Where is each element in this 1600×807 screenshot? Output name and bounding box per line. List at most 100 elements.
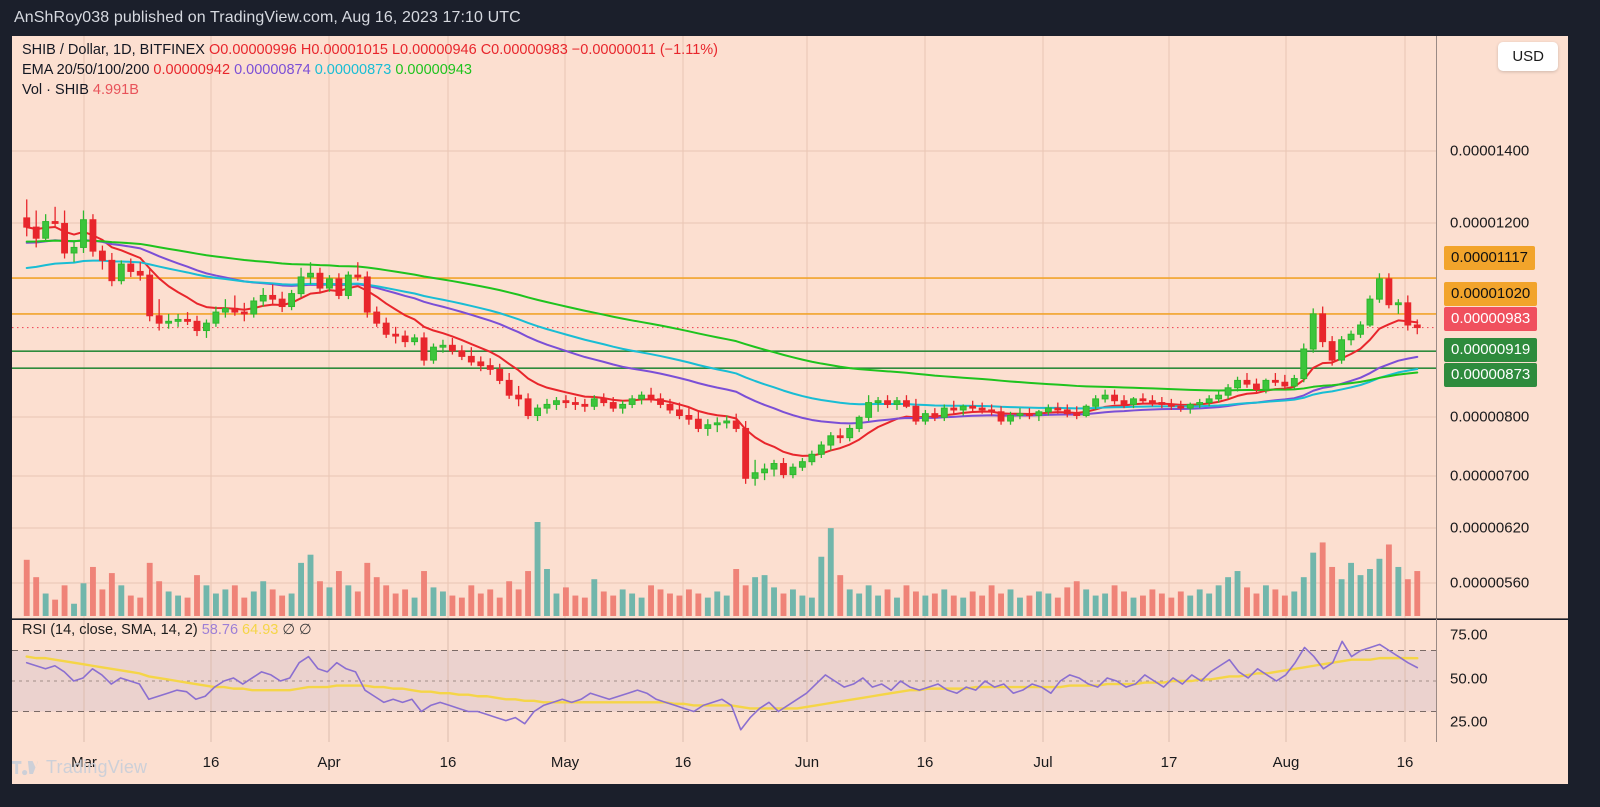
volume-bar bbox=[1215, 585, 1222, 616]
candle-body bbox=[326, 278, 333, 289]
candle-body bbox=[657, 398, 664, 405]
candle-body bbox=[420, 337, 428, 361]
volume-bar bbox=[846, 589, 853, 616]
candle-body bbox=[1328, 341, 1336, 361]
volume-bar bbox=[544, 569, 550, 616]
price-tick-1: 0.00001200 bbox=[1450, 214, 1530, 232]
volume-bar bbox=[184, 597, 191, 616]
price-tag-red-2[interactable]: 0.00000983 bbox=[1444, 307, 1538, 331]
candle-body bbox=[401, 335, 409, 343]
rsi-pane[interactable]: RSI (14, close, SMA, 14, 2) 58.76 64.93 … bbox=[12, 620, 1436, 742]
candle-body bbox=[1319, 313, 1327, 343]
currency-badge[interactable]: USD bbox=[1498, 42, 1558, 71]
volume-bar bbox=[922, 595, 929, 616]
volume-bar bbox=[865, 585, 872, 616]
candle-body bbox=[477, 361, 485, 367]
volume-bar bbox=[629, 593, 636, 616]
candle-body bbox=[685, 415, 693, 420]
candle-body bbox=[732, 420, 740, 429]
volume-bar bbox=[600, 591, 607, 616]
price-pane[interactable]: SHIB / Dollar, 1D, BITFINEX O0.00000996 … bbox=[12, 36, 1436, 618]
volume-bar bbox=[1177, 591, 1184, 616]
price-tag-orange-0[interactable]: 0.00001117 bbox=[1444, 246, 1536, 270]
volume-bar bbox=[1017, 597, 1023, 616]
pane-separator bbox=[12, 618, 1568, 619]
volume-bar bbox=[1348, 562, 1354, 616]
candle-body bbox=[836, 435, 844, 439]
volume-bar bbox=[1338, 579, 1345, 616]
rsi-line bbox=[25, 640, 1419, 731]
volume-bar bbox=[1196, 589, 1203, 616]
volume-bar bbox=[1158, 593, 1165, 616]
candle-body bbox=[458, 350, 466, 357]
volume-bar bbox=[1244, 587, 1250, 616]
candle-body bbox=[761, 468, 768, 474]
price-axis[interactable]: USD 0.00001400 0.00001200 0.00000800 0.0000… bbox=[1436, 36, 1568, 618]
candle-body bbox=[789, 466, 797, 476]
candle-body bbox=[1262, 379, 1270, 391]
tradingview-logo-icon bbox=[12, 759, 38, 776]
candle-body bbox=[694, 418, 702, 429]
legend-symbol: SHIB / Dollar, 1D, BITFINEX bbox=[22, 42, 205, 58]
volume-bar bbox=[1376, 558, 1383, 616]
volume-bar bbox=[941, 589, 948, 616]
candle-body bbox=[1063, 409, 1071, 415]
candle-body bbox=[165, 320, 173, 324]
candle-body bbox=[988, 409, 996, 413]
time-label-1: 16 bbox=[202, 754, 220, 771]
rsi-axis[interactable]: 75.00 50.00 25.00 bbox=[1436, 620, 1568, 742]
volume-bar bbox=[1225, 577, 1232, 616]
volume-bar bbox=[345, 585, 352, 616]
volume-bar bbox=[298, 562, 304, 616]
price-tag-orange-1[interactable]: 0.00001020 bbox=[1444, 282, 1538, 306]
volume-bar bbox=[1111, 585, 1118, 616]
legend-ema20: 0.00000942 bbox=[153, 62, 231, 78]
volume-bar bbox=[931, 593, 938, 616]
candle-body bbox=[212, 311, 220, 324]
candle-body bbox=[1120, 400, 1128, 405]
volume-bar bbox=[837, 575, 844, 616]
rsi-legend: RSI (14, close, SMA, 14, 2) 58.76 64.93 … bbox=[22, 622, 312, 638]
candle-body bbox=[269, 294, 277, 300]
volume-bar bbox=[723, 595, 730, 616]
volume-bar bbox=[742, 585, 749, 616]
candle-body bbox=[1347, 333, 1355, 341]
volume-bar bbox=[468, 585, 475, 616]
price-tag-green-4[interactable]: 0.00000873 bbox=[1444, 363, 1538, 387]
volume-bar bbox=[383, 585, 390, 616]
legend-ohlc-row: SHIB / Dollar, 1D, BITFINEX O0.00000996 … bbox=[22, 40, 718, 60]
time-axis[interactable]: Mar 16 Apr 16 May 16 Jun 16 Jul 17 Aug 16 bbox=[12, 742, 1568, 784]
ema-200-line bbox=[25, 239, 1419, 392]
legend-ema50: 0.00000874 bbox=[234, 62, 311, 78]
candle-body bbox=[1404, 302, 1412, 326]
candle-body bbox=[609, 402, 617, 409]
volume-bar bbox=[780, 593, 787, 616]
candle-body bbox=[1054, 407, 1062, 411]
candle-body bbox=[751, 472, 759, 479]
volume-bar bbox=[638, 597, 645, 616]
price-tag-green-3[interactable]: 0.00000919 bbox=[1444, 338, 1538, 362]
time-label-3: 16 bbox=[439, 754, 457, 771]
rsi-tick-1: 50.00 bbox=[1450, 670, 1488, 688]
volume-bar bbox=[799, 595, 806, 616]
rsi-legend-na1: ∅ bbox=[282, 622, 296, 638]
candle-body bbox=[884, 400, 891, 405]
candle-body bbox=[1271, 379, 1279, 383]
volume-bar bbox=[771, 587, 777, 616]
candle-body bbox=[1073, 413, 1081, 417]
volume-bar bbox=[581, 597, 588, 616]
candle-body bbox=[515, 394, 523, 400]
candle-body bbox=[1224, 387, 1232, 396]
volume-bar bbox=[137, 597, 144, 616]
volume-bar bbox=[1357, 575, 1364, 616]
legend-open: O0.00000996 bbox=[208, 42, 297, 58]
legend-volume-row: Vol · SHIB 4.991B bbox=[22, 80, 718, 100]
candle-body bbox=[997, 411, 1005, 422]
volume-bar bbox=[1073, 581, 1080, 616]
volume-bar bbox=[165, 591, 172, 616]
candle-body bbox=[865, 402, 873, 418]
candle-body bbox=[931, 413, 939, 418]
candle-body bbox=[1205, 398, 1213, 404]
volume-bar bbox=[156, 581, 163, 616]
candle-body bbox=[136, 270, 144, 276]
